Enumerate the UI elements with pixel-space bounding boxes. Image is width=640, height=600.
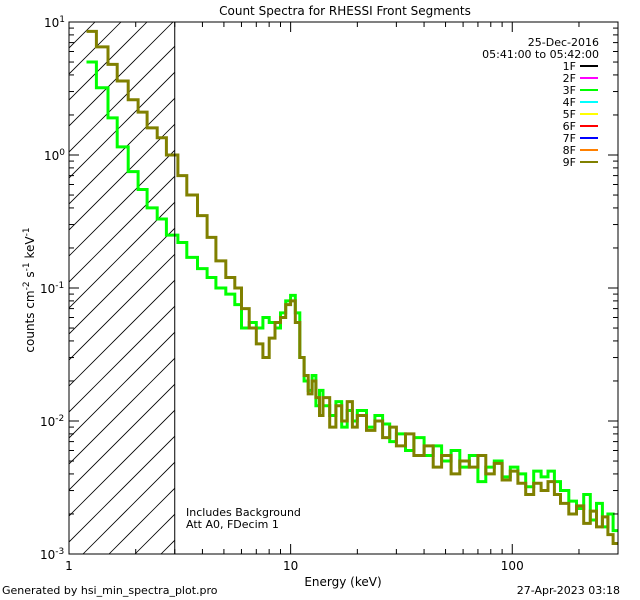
legend-label: 4F [563,96,576,109]
legend-label: 8F [563,144,576,157]
x-axis-label: Energy (keV) [304,575,381,589]
legend-label: 1F [563,60,576,73]
annotation-attenuator: Att A0, FDecim 1 [186,518,279,531]
legend-item: 3F [563,84,598,97]
legend-item: 8F [563,144,598,157]
y-tick-label: 10-1 [40,281,64,296]
hatch-line [369,22,640,554]
annotation-background: Includes Background [186,506,301,519]
y-tick-label: 10-2 [40,414,64,429]
chart-title: Count Spectra for RHESSI Front Segments [219,4,471,18]
axis-ticks [68,21,619,555]
y-tick-label: 100 [44,148,65,163]
date-label: 25-Dec-2016 [528,36,599,49]
hatch-line [69,383,175,491]
hatch-line [69,253,175,361]
legend-label: 7F [563,132,576,145]
series-layer [86,29,618,545]
attenuator-hatch-region [69,22,640,554]
x-tick-label: 1 [65,559,73,573]
legend-label: 2F [563,72,576,85]
legend-item: 1F [563,60,598,73]
legend-item: 6F [563,120,598,133]
x-tick-label: 100 [501,559,524,573]
footer-generated-by: Generated by hsi_min_spectra_plot.pro [2,584,218,597]
legend-label: 6F [563,120,576,133]
hatch-line [69,201,175,309]
series-line-9F [86,29,618,545]
hatch-line [69,435,175,543]
y-tick-labels: 101 100 10-1 10-2 10-3 [40,15,65,562]
x-tick-labels: 1 10 100 [65,559,524,573]
hatch-line [82,461,175,554]
legend: 1F 2F 3F 4F 5F 6F 7F 8F 9F [563,60,598,169]
hatch-line [69,45,175,153]
hatch-line [69,227,175,335]
y-axis-label: counts cm-2 s-1 keV-1 [22,227,37,352]
legend-item: 9F [563,156,598,169]
legend-item: 2F [563,72,598,85]
hatch-line [69,71,175,179]
legend-label: 5F [563,108,576,121]
hatch-line [69,409,175,517]
footer-date: 27-Apr-2023 03:18 [517,584,620,597]
hatch-line [239,22,640,554]
y-tick-label: 101 [44,15,65,30]
time-range-label: 05:41:00 to 05:42:00 [482,48,599,61]
legend-label: 3F [563,84,576,97]
hatch-line [69,22,174,127]
plot-frame [68,21,619,555]
x-tick-label: 10 [283,559,298,573]
hatch-line [629,22,640,554]
legend-item: 7F [563,132,598,145]
legend-label: 9F [563,156,576,169]
hatch-line [108,487,175,554]
y-tick-label: 10-3 [40,547,64,562]
hatch-line [69,279,175,387]
legend-item: 5F [563,108,598,121]
legend-item: 4F [563,96,598,109]
hatch-line [69,97,175,205]
